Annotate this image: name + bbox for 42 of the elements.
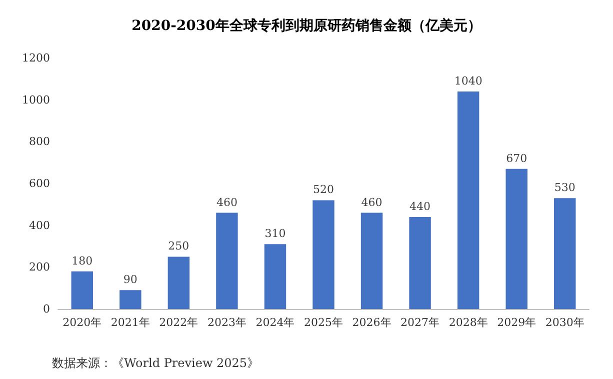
bar	[554, 198, 576, 309]
bar	[216, 212, 238, 309]
x-tick-label: 2026年	[352, 316, 392, 329]
y-tick-label: 400	[29, 218, 50, 232]
data-label: 460	[361, 196, 382, 209]
y-tick-label: 800	[29, 135, 50, 148]
data-label: 90	[123, 273, 138, 286]
bar	[457, 91, 480, 309]
source-note: 数据来源：《World Preview 2025》	[52, 356, 260, 370]
y-tick-label: 600	[29, 177, 50, 190]
bar	[312, 200, 334, 309]
bar	[264, 244, 286, 309]
bar	[71, 271, 93, 309]
bar	[506, 168, 528, 309]
bar	[409, 216, 431, 309]
x-tick-label: 2027年	[400, 316, 440, 329]
x-tick-label: 2025年	[304, 316, 343, 329]
x-tick-label: 2029年	[497, 316, 536, 329]
data-label: 180	[72, 254, 93, 268]
bar	[120, 290, 142, 309]
y-tick-label: 1200	[22, 52, 50, 64]
data-label: 440	[410, 200, 431, 213]
data-label: 520	[313, 183, 334, 196]
data-label: 250	[168, 240, 190, 253]
x-tick-label: 2023年	[207, 316, 246, 329]
x-tick-label: 2028年	[448, 316, 488, 329]
x-tick-label: 2030年	[545, 316, 584, 329]
data-label: 670	[506, 152, 528, 165]
x-tick-label: 2021年	[110, 316, 150, 329]
bar	[168, 256, 190, 309]
data-label: 460	[216, 196, 238, 209]
chart-title: 2020-2030年全球专利到期原研药销售金额（亿美元）	[132, 17, 482, 34]
x-tick-label: 2020年	[62, 316, 102, 329]
y-tick-label: 0	[43, 302, 50, 316]
x-tick-label: 2024年	[256, 316, 295, 329]
data-label: 530	[554, 181, 576, 194]
x-tick-label: 2022年	[159, 316, 198, 329]
y-tick-label: 200	[29, 260, 50, 274]
bar	[360, 212, 383, 309]
y-tick-label: 1000	[22, 93, 50, 106]
data-label: 310	[264, 227, 286, 240]
data-label: 1040	[454, 74, 482, 88]
